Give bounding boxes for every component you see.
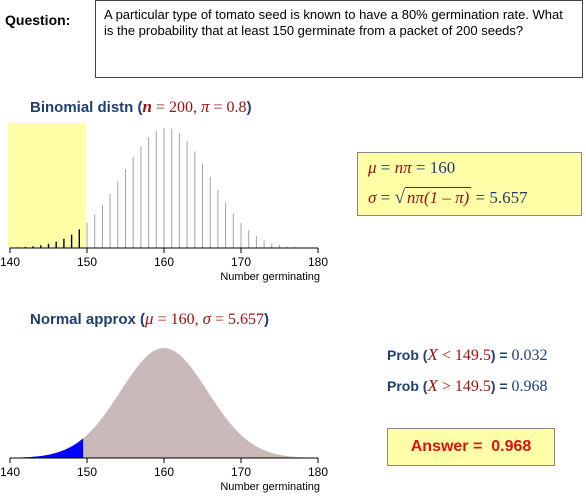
x-axis-label: Number germinating [220, 481, 320, 493]
answer-value: 0.968 [491, 438, 532, 455]
x-axis-label: Number germinating [220, 271, 320, 283]
sigma-formula: σ = √ nπ(1 – π) = 5.657 [368, 187, 528, 209]
mu-formula: μ = nπ = 160 [368, 158, 455, 178]
binomial-ticks: 140 150 160 170 180 [0, 248, 328, 269]
mu-value: = 160 [411, 158, 456, 177]
sigma-expr: nπ(1 – π) [404, 187, 472, 207]
normal-ticks: 140 150 160 170 180 [0, 458, 328, 479]
x-tick-label: 150 [77, 255, 97, 269]
highlight-region [8, 123, 86, 248]
mu-symbol: μ [368, 158, 377, 177]
prob-lower-x: X [427, 345, 438, 364]
normal-mu-equals: = 160, [153, 311, 203, 328]
x-tick-label: 170 [231, 255, 251, 269]
normal-title-suffix: ) [264, 311, 270, 328]
normal-sigma-symbol: σ [202, 309, 211, 328]
binomial-title-suffix: ) [246, 99, 252, 116]
normal-curve-area [10, 348, 318, 458]
sqrt-icon: √ [394, 187, 405, 208]
normal-mu-symbol: μ [145, 309, 154, 328]
prob-upper-close: ) [490, 378, 496, 394]
prob-upper-eq: = [495, 378, 512, 394]
prob-lower-prefix: Prob ( [387, 347, 428, 363]
binomial-bars [9, 128, 319, 248]
binomial-title: Binomial distn (n = 200, π = 0.8) [30, 97, 252, 117]
question-text: A particular type of tomato seed is know… [104, 7, 563, 38]
x-tick-label: 170 [231, 465, 251, 479]
answer-box: Answer = 0.968 [387, 428, 555, 466]
normal-title: Normal approx (μ = 160, σ = 5.657) [30, 309, 269, 329]
x-tick-label: 160 [154, 465, 174, 479]
normal-title-prefix: Normal approx ( [30, 311, 146, 328]
n-symbol: n [142, 97, 152, 116]
x-tick-label: 180 [308, 255, 328, 269]
prob-upper-prefix: Prob ( [387, 378, 428, 394]
x-tick-label: 140 [0, 465, 20, 479]
prob-lower-close: ) [490, 347, 496, 363]
sigma-eq: = [376, 188, 395, 207]
binomial-title-prefix: Binomial distn ( [30, 99, 143, 116]
prob-lower-eq: = [495, 347, 512, 363]
binomial-chart: 140 150 160 170 180 Number germinating [0, 123, 328, 283]
normal-tail-area [10, 438, 84, 458]
question-box: A particular type of tomato seed is know… [95, 0, 583, 78]
x-tick-label: 140 [0, 255, 20, 269]
mu-expr: nπ [394, 158, 412, 177]
prob-upper: Prob (X > 149.5) = 0.968 [387, 376, 548, 396]
answer-label: Answer = [410, 438, 483, 455]
mu-eq: = [376, 158, 395, 177]
n-equals: = 200, [151, 99, 201, 116]
question-label: Question: [5, 12, 71, 28]
x-tick-label: 180 [308, 465, 328, 479]
normal-chart: 140 150 160 170 180 Number germinating [0, 348, 328, 493]
pi-equals: = 0.8 [209, 99, 247, 116]
x-tick-label: 150 [77, 465, 97, 479]
normal-sigma-equals: = 5.657 [211, 311, 265, 328]
prob-lower: Prob (X < 149.5) = 0.032 [387, 345, 548, 365]
sigma-symbol: σ [368, 188, 377, 207]
sigma-value: = 5.657 [471, 188, 528, 207]
prob-upper-rel: > 149.5 [437, 378, 491, 395]
x-tick-label: 160 [154, 255, 174, 269]
prob-lower-value: 0.032 [511, 347, 548, 364]
prob-upper-value: 0.968 [511, 378, 548, 395]
prob-upper-x: X [427, 376, 438, 395]
pi-symbol: π [201, 97, 210, 116]
formula-box: μ = nπ = 160 σ = √ nπ(1 – π) = 5.657 [357, 152, 582, 216]
prob-lower-rel: < 149.5 [437, 347, 491, 364]
